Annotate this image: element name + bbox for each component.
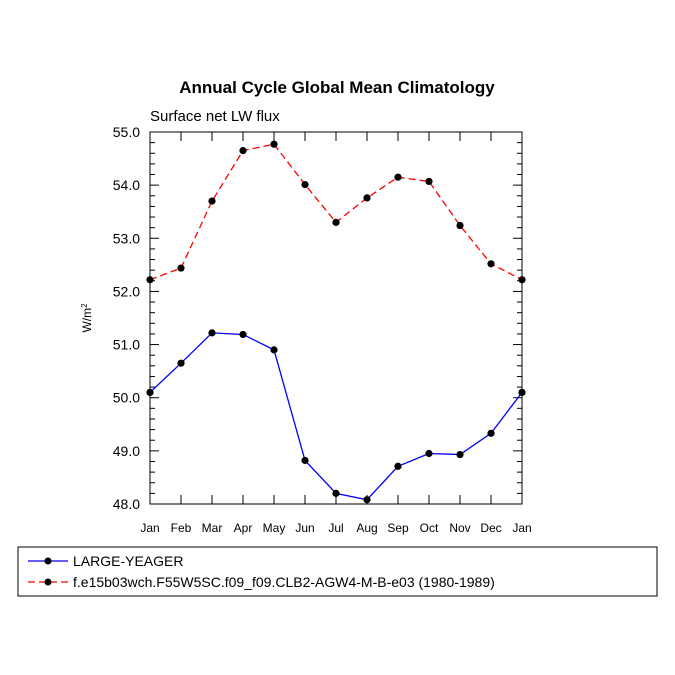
y-tick-label: 55.0 — [113, 124, 140, 140]
y-tick-label: 54.0 — [113, 177, 140, 193]
series-1-point — [456, 221, 464, 230]
series-1-point — [270, 140, 278, 148]
series-1-point — [425, 177, 433, 186]
x-tick-label: Jun — [295, 521, 314, 535]
series-1-point — [301, 181, 309, 189]
series-1-point — [332, 218, 340, 226]
y-tick-label: 49.0 — [113, 443, 140, 459]
y-tick-label: 52.0 — [113, 283, 140, 299]
legend-label-1: f.e15b03wch.F55W5SC.f09_f09.CLB2-AGW4-M-… — [73, 574, 495, 590]
series-1-point — [487, 260, 495, 268]
y-tick-labels: 48.0 49.0 50.0 51.0 52.0 53.0 54.0 55.0 — [113, 124, 140, 512]
series-0-point — [363, 496, 371, 504]
x-tick-label: Oct — [420, 521, 439, 535]
y-tick-label: 51.0 — [113, 337, 140, 353]
x-tick-label: Feb — [171, 521, 192, 535]
x-tick-label: Sep — [387, 521, 409, 535]
series-0-point — [425, 449, 433, 458]
legend-label-0: LARGE-YEAGER — [73, 553, 183, 569]
series-0-point — [394, 462, 402, 470]
series-1-point — [394, 173, 402, 181]
x-tick-label: Jul — [328, 521, 343, 535]
chart-title: Annual Cycle Global Mean Climatology — [179, 78, 495, 97]
series-0-point — [239, 330, 247, 339]
x-tick-label: Mar — [202, 521, 223, 535]
y-tick-label: 50.0 — [113, 390, 140, 406]
plot-frame — [149, 131, 523, 505]
x-tick-label: Dec — [480, 521, 501, 535]
x-tick-label: Jan — [140, 521, 159, 535]
legend-marker-1 — [44, 578, 52, 586]
legend-box — [17, 546, 658, 597]
x-tick-label: Apr — [234, 521, 253, 535]
y-tick-label: 53.0 — [113, 230, 140, 246]
series-1-point — [208, 197, 216, 205]
y-tick-label: 48.0 — [113, 496, 140, 512]
x-tick-label: Jan — [512, 521, 531, 535]
series-0-point — [301, 456, 309, 465]
series-1-point — [363, 194, 371, 202]
series-0-point — [208, 329, 216, 337]
x-tick-label: May — [263, 521, 286, 535]
series-0-point — [456, 450, 464, 459]
series-0-point — [270, 346, 278, 354]
legend-marker-0 — [44, 557, 52, 565]
y-axis-label: W/m2 — [80, 303, 94, 333]
series-1-point — [239, 147, 247, 155]
chart-subtitle: Surface net LW flux — [150, 108, 280, 125]
x-tick-label: Aug — [356, 521, 377, 535]
legend: LARGE-YEAGER f.e15b03wch.F55W5SC.f09_f09… — [17, 546, 658, 597]
series-1-point — [177, 264, 185, 272]
series-0-point — [177, 359, 185, 367]
series-0-point — [332, 489, 340, 497]
series-line-1 — [149, 143, 523, 281]
x-tick-labels: Jan Feb Mar Apr May Jun Jul Aug Sep Oct Nov Dec Jan — [140, 521, 531, 535]
series-lines — [146, 140, 526, 504]
series-0-point — [487, 429, 495, 437]
series-line-0 — [149, 332, 523, 501]
axis-ticks — [149, 131, 523, 505]
x-tick-label: Nov — [449, 521, 470, 535]
